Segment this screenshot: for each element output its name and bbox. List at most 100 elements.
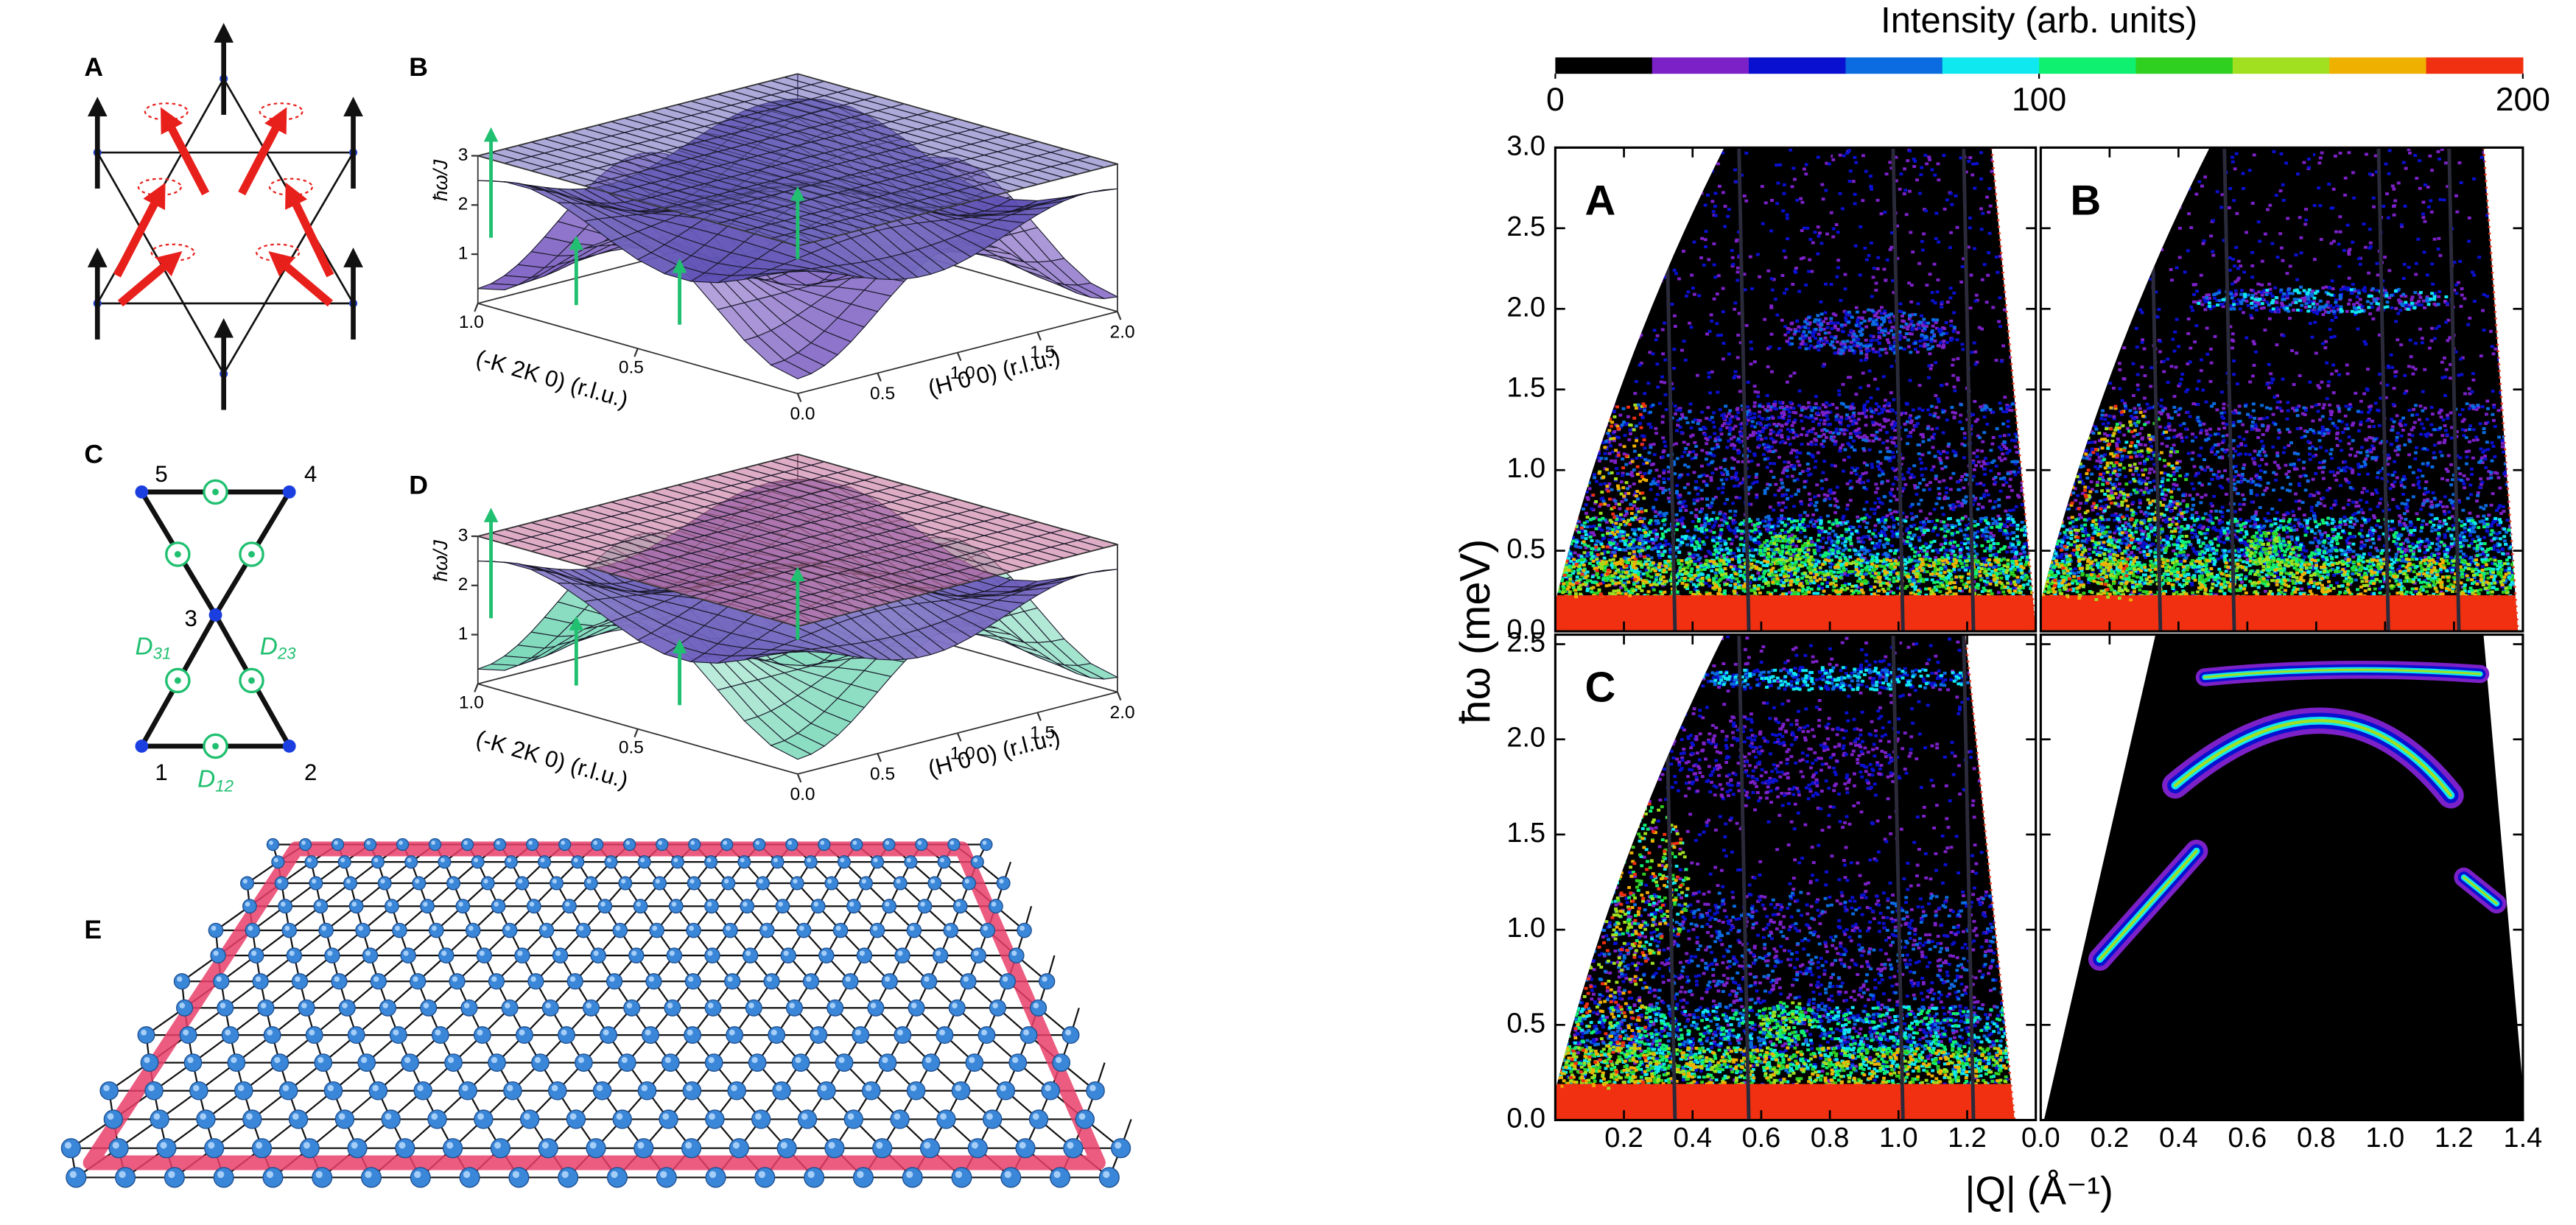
atom-highlight	[423, 902, 428, 907]
x-tick-label: 1.0	[1879, 1123, 1918, 1154]
surface-patch	[771, 650, 811, 656]
atom-highlight	[1115, 1142, 1122, 1149]
panel-label: B	[409, 52, 428, 82]
atom	[590, 947, 606, 963]
atom	[347, 1138, 368, 1159]
atom	[465, 922, 481, 938]
atom-highlight	[540, 857, 545, 863]
atom-highlight	[552, 879, 557, 884]
atom	[156, 1138, 177, 1159]
panel-label: A	[1584, 177, 1615, 224]
panel-frame	[2039, 633, 2524, 1122]
y-tick-label: 0.0	[1506, 1103, 1545, 1134]
atom	[213, 1167, 234, 1188]
atom-highlight	[463, 1170, 471, 1179]
atom-highlight	[708, 1056, 715, 1064]
atom	[967, 1138, 988, 1159]
spin-arrow	[268, 250, 333, 307]
x-tick-label: 1.0	[2366, 1123, 2405, 1154]
aluminum-line	[1891, 147, 1905, 632]
atom	[1061, 1026, 1080, 1045]
z-axis-label: ħω/J	[429, 159, 452, 201]
atom	[952, 899, 968, 914]
atom-highlight	[621, 1056, 628, 1064]
atom-highlight	[277, 879, 282, 884]
atom-highlight	[449, 879, 454, 884]
atom	[251, 1138, 273, 1159]
k-tick-label: 1.0	[459, 312, 484, 332]
atom-highlight	[463, 840, 468, 845]
atom	[420, 899, 435, 914]
y-tick-label: 1.5	[1506, 373, 1545, 404]
atom	[144, 1081, 164, 1101]
atom	[262, 1167, 284, 1188]
atom-highlight	[462, 1084, 468, 1092]
atom-highlight	[1019, 1142, 1026, 1149]
z-tick-label: 3	[458, 145, 468, 165]
atom-highlight	[969, 1056, 975, 1064]
atom	[592, 1081, 612, 1101]
atom	[298, 999, 315, 1017]
atom-highlight	[431, 840, 435, 845]
heat-pixels	[1558, 1046, 2015, 1090]
atom-highlight	[483, 879, 488, 884]
h-tick-label: 2.0	[1110, 703, 1135, 723]
box-edge	[797, 73, 1118, 165]
atom	[687, 876, 701, 891]
atom-highlight	[213, 950, 219, 956]
atom	[1030, 999, 1047, 1017]
h-tick-label: 0.5	[870, 384, 895, 404]
h-tick-label: 0.5	[870, 764, 895, 784]
atom-highlight	[338, 1113, 345, 1120]
atom-highlight	[373, 857, 379, 863]
atom	[527, 973, 544, 990]
atom-highlight	[845, 976, 851, 982]
atom-highlight	[251, 950, 257, 956]
atom-highlight	[573, 857, 578, 863]
atom-highlight	[245, 902, 250, 907]
atom	[427, 1109, 447, 1129]
atom-highlight	[477, 1029, 483, 1036]
atom	[291, 973, 309, 990]
atom	[488, 973, 505, 990]
atom-highlight	[183, 1029, 189, 1036]
k-axis-label: (-K 2K 0) (r.l.u.)	[473, 726, 631, 793]
atom-highlight	[755, 840, 760, 845]
atom-highlight	[274, 1056, 281, 1064]
atom-highlight	[1042, 976, 1047, 982]
intensity-contour	[2463, 876, 2498, 905]
atom-highlight	[366, 840, 371, 845]
h-axis-label: (H 0 0) (r.l.u.)	[925, 343, 1063, 401]
atom-highlight	[565, 902, 570, 907]
atom-highlight	[909, 925, 915, 931]
atom-highlight	[256, 1142, 263, 1149]
atom-highlight	[220, 1003, 226, 1008]
atom-highlight	[955, 1084, 962, 1092]
atom-highlight	[267, 1029, 273, 1036]
atom-highlight	[645, 1029, 651, 1036]
atom	[894, 1026, 912, 1045]
atom	[503, 1081, 522, 1101]
atom-highlight	[616, 1113, 623, 1120]
k-tick-label: 0.5	[619, 357, 644, 377]
h-tick-label: 0.0	[790, 785, 815, 804]
atom-highlight	[827, 879, 832, 884]
atom-highlight	[820, 840, 825, 845]
atom	[179, 1026, 197, 1045]
atom-highlight	[193, 1084, 200, 1092]
atom-highlight	[541, 925, 547, 931]
atom	[566, 973, 583, 990]
atom	[852, 1167, 874, 1188]
atom	[164, 1167, 185, 1188]
atom	[410, 973, 427, 990]
atom	[948, 999, 966, 1017]
atom-highlight	[494, 902, 499, 907]
atom-highlight	[771, 1029, 777, 1036]
h-tick-label: 1.5	[1030, 723, 1055, 743]
heat-pixels	[1759, 1001, 1813, 1042]
precession	[268, 178, 314, 197]
atom-highlight	[658, 840, 663, 845]
heat-pixels	[1705, 666, 1979, 691]
